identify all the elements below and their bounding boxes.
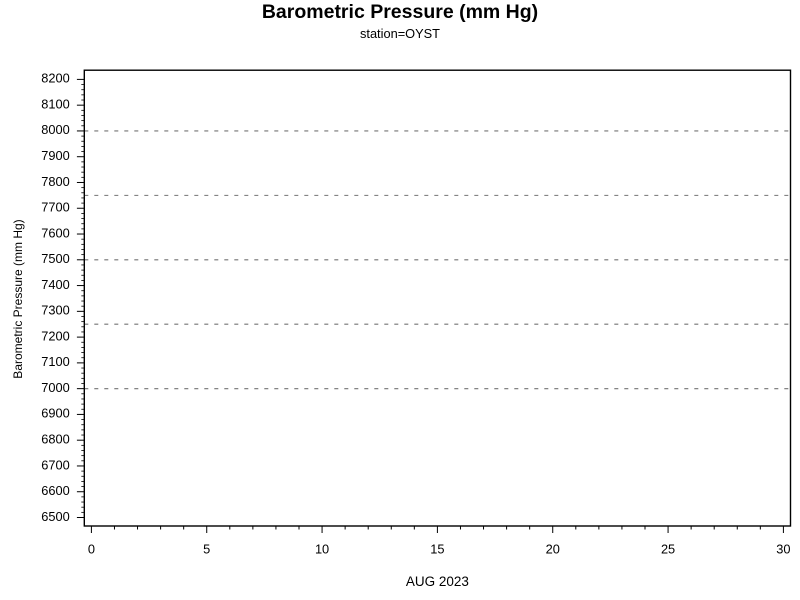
svg-text:7800: 7800: [41, 174, 69, 189]
svg-text:8100: 8100: [41, 96, 69, 111]
svg-text:6700: 6700: [41, 457, 69, 472]
svg-text:8200: 8200: [41, 71, 69, 86]
svg-text:8000: 8000: [41, 122, 69, 137]
svg-text:15: 15: [430, 542, 444, 557]
svg-text:7500: 7500: [41, 251, 69, 266]
svg-text:7600: 7600: [41, 225, 69, 240]
svg-text:6900: 6900: [41, 406, 69, 421]
svg-text:25: 25: [661, 542, 675, 557]
svg-text:20: 20: [546, 542, 560, 557]
svg-text:0: 0: [88, 542, 95, 557]
svg-text:6500: 6500: [41, 509, 69, 524]
svg-text:30: 30: [776, 542, 790, 557]
svg-text:7900: 7900: [41, 148, 69, 163]
svg-text:7000: 7000: [41, 380, 69, 395]
svg-text:10: 10: [315, 542, 329, 557]
svg-text:7200: 7200: [41, 328, 69, 343]
svg-text:7300: 7300: [41, 303, 69, 318]
svg-text:7400: 7400: [41, 277, 69, 292]
svg-text:6800: 6800: [41, 431, 69, 446]
svg-text:5: 5: [203, 542, 210, 557]
svg-text:7700: 7700: [41, 200, 69, 215]
svg-text:6600: 6600: [41, 483, 69, 498]
svg-text:7100: 7100: [41, 354, 69, 369]
